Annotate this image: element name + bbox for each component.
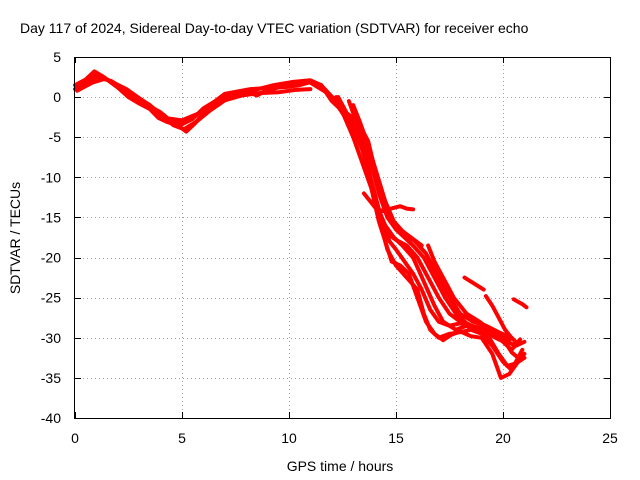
series-line-14 bbox=[385, 204, 416, 212]
series-line-19 bbox=[511, 297, 529, 310]
y-tick-label: -30 bbox=[41, 330, 61, 346]
series-line-7 bbox=[308, 80, 527, 368]
y-tick-label: -15 bbox=[41, 209, 61, 225]
x-tick-label: 15 bbox=[388, 430, 404, 446]
chart-title: Day 117 of 2024, Sidereal Day-to-day VTE… bbox=[20, 20, 529, 36]
x-tick-labels: 0 5 10 15 20 25 bbox=[71, 430, 618, 446]
plot-frame bbox=[74, 57, 611, 419]
y-axis-label: SDTVAR / TECUs bbox=[7, 182, 23, 294]
series-line-17 bbox=[483, 294, 520, 347]
series-line-4 bbox=[77, 75, 324, 123]
x-tick-label: 25 bbox=[602, 430, 618, 446]
y-tick-labels: -40 -35 -30 -25 -20 -15 -10 -5 0 5 bbox=[41, 49, 61, 426]
series-line-13 bbox=[361, 191, 386, 213]
series-line-9 bbox=[334, 95, 488, 339]
y-tick-label: 0 bbox=[53, 89, 61, 105]
plot-area bbox=[73, 69, 529, 380]
x-axis-label: GPS time / hours bbox=[287, 458, 394, 474]
y-tick-label: -40 bbox=[41, 410, 61, 426]
series-line-15 bbox=[426, 243, 512, 343]
series-line-11 bbox=[346, 99, 527, 348]
series-line-18 bbox=[503, 339, 526, 360]
y-tick-label: -5 bbox=[49, 129, 62, 145]
y-tick-label: -35 bbox=[41, 370, 61, 386]
y-tick-label: 5 bbox=[53, 49, 61, 65]
series-line-16 bbox=[462, 275, 486, 292]
x-tick-label: 10 bbox=[281, 430, 297, 446]
y-tick-label: -20 bbox=[41, 250, 61, 266]
y-tick-label: -25 bbox=[41, 290, 61, 306]
y-tick-label: -10 bbox=[41, 169, 61, 185]
x-tick-label: 5 bbox=[178, 430, 186, 446]
x-tick-label: 20 bbox=[495, 430, 511, 446]
x-tick-label: 0 bbox=[71, 430, 79, 446]
